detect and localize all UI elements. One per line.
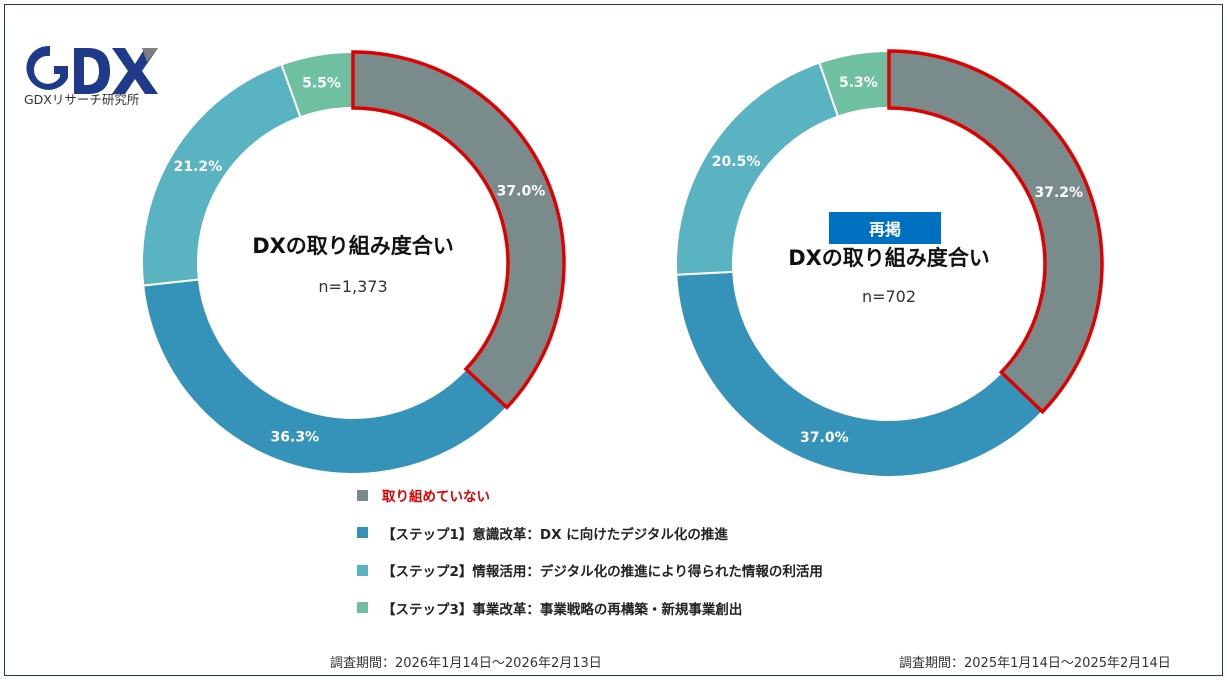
- chart2-title: DXの取り組み度合い: [788, 246, 990, 270]
- logo-caption: GDXリサーチ研究所: [24, 92, 140, 107]
- legend-item-step1: 【ステップ1】意識改革：DX に向けたデジタル化の推進: [357, 524, 823, 543]
- repost-badge: 再掲: [829, 212, 941, 244]
- chart2-label-step2: 20.5%: [712, 154, 761, 170]
- legend-swatch: [357, 564, 368, 576]
- chart1-title: DXの取り組み度合い: [252, 234, 454, 258]
- chart1-sample-size: n=1,373: [318, 277, 388, 296]
- chart1-survey-period: 調査期間：2026年1月14日～2026年2月13日: [330, 656, 602, 671]
- chart2-sample-size: n=702: [861, 287, 917, 306]
- chart2-slice-step1: [675, 270, 1044, 478]
- chart1-label-step1: 36.3%: [271, 430, 320, 446]
- legend: 取り組めていない 【ステップ1】意識改革：DX に向けたデジタル化の推進 【ステ…: [357, 486, 823, 636]
- legend-item-step3: 【ステップ3】事業改革：事業戦略の再構築・新規事業創出: [357, 599, 823, 618]
- legend-item-not-started: 取り組めていない: [357, 486, 823, 505]
- chart2-survey-period: 調査期間：2025年1月14日～2025年2月14日: [899, 656, 1171, 671]
- chart1-highlight-border: [351, 50, 566, 410]
- chart1-slice-step1: [142, 278, 509, 475]
- chart1-label-step2: 21.2%: [174, 159, 223, 175]
- legend-label: 【ステップ3】事業改革：事業戦略の再構築・新規事業創出: [382, 601, 743, 618]
- chart1-label-not-started: 37.0%: [497, 183, 546, 199]
- legend-swatch: [357, 489, 368, 501]
- legend-item-step2: 【ステップ2】情報活用：デジタル化の推進により得られた情報の利活用: [357, 561, 823, 580]
- chart2-highlight-border: [887, 49, 1104, 415]
- legend-swatch: [357, 527, 368, 538]
- chart2-label-step1: 37.0%: [800, 430, 849, 446]
- chart1-label-step3: 5.5%: [302, 76, 341, 92]
- legend-label: 取り組めていない: [382, 489, 490, 505]
- chart2-label-step3: 5.3%: [839, 75, 878, 91]
- legend-label: 【ステップ2】情報活用：デジタル化の推進により得られた情報の利活用: [382, 564, 823, 580]
- gdx-logo: [26, 45, 158, 94]
- legend-label: 【ステップ1】意識改革：DX に向けたデジタル化の推進: [382, 526, 728, 543]
- legend-swatch: [357, 602, 368, 613]
- chart2-label-not-started: 37.2%: [1034, 185, 1083, 201]
